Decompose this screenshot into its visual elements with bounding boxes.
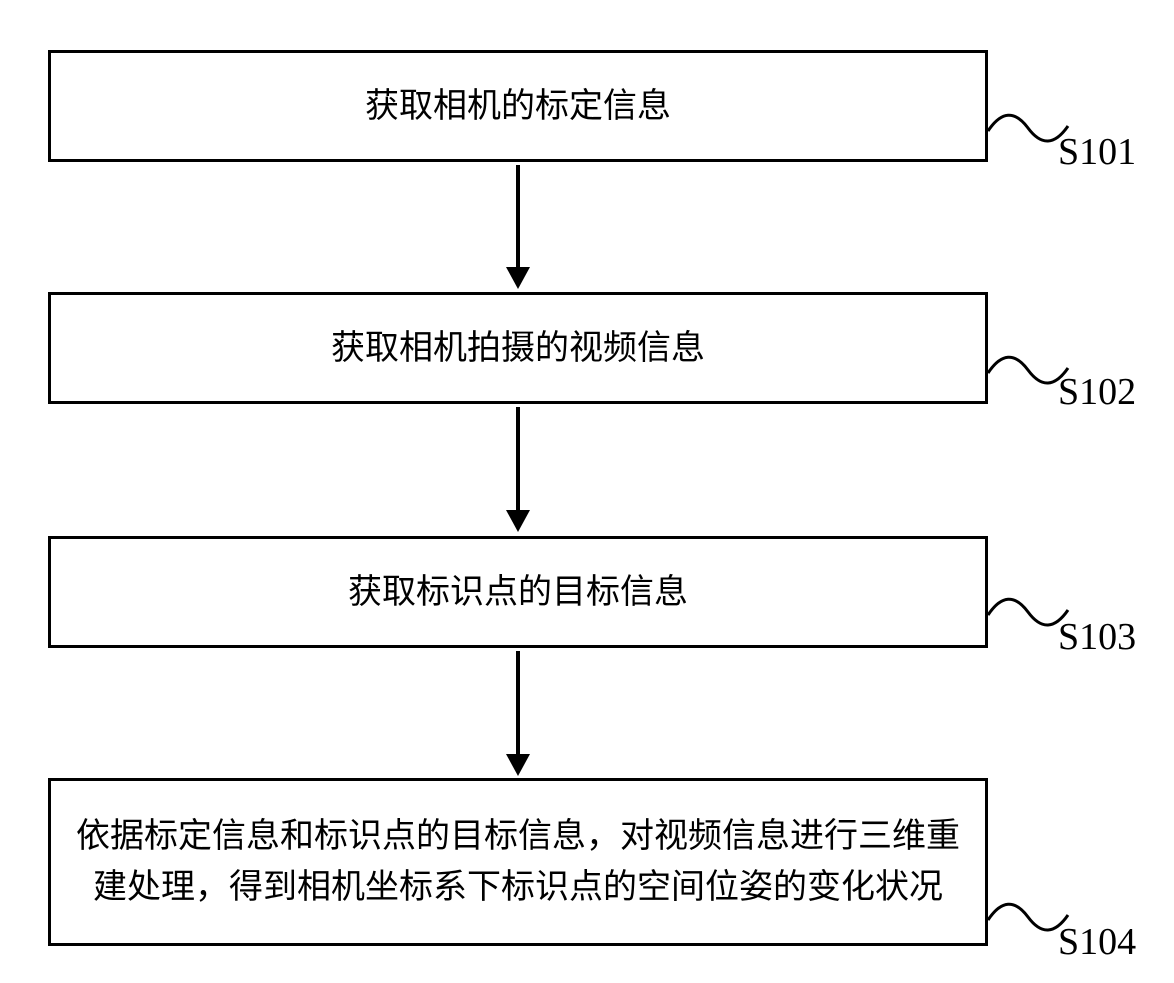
step-text: 获取相机拍摄的视频信息	[331, 323, 705, 374]
arrow-s101-s102	[516, 165, 520, 269]
arrow-head-s102-s103	[506, 510, 530, 532]
arrow-head-s103-s104	[506, 754, 530, 776]
flowchart-canvas: 获取相机的标定信息 S101 获取相机拍摄的视频信息 S102 获取标识点的目标…	[0, 0, 1174, 983]
step-box-s101: 获取相机的标定信息	[48, 50, 988, 162]
step-text: 依据标定信息和标识点的目标信息，对视频信息进行三维重建处理，得到相机坐标系下标识…	[71, 811, 965, 913]
arrow-s102-s103	[516, 407, 520, 511]
step-box-s103: 获取标识点的目标信息	[48, 536, 988, 648]
arrow-s103-s104	[516, 651, 520, 755]
arrow-head-s101-s102	[506, 267, 530, 289]
step-label-s104: S104	[1058, 920, 1136, 964]
step-label-s101: S101	[1058, 130, 1136, 174]
step-box-s102: 获取相机拍摄的视频信息	[48, 292, 988, 404]
step-text: 获取标识点的目标信息	[348, 567, 688, 618]
step-box-s104: 依据标定信息和标识点的目标信息，对视频信息进行三维重建处理，得到相机坐标系下标识…	[48, 778, 988, 946]
step-text: 获取相机的标定信息	[365, 81, 671, 132]
step-label-s102: S102	[1058, 370, 1136, 414]
step-label-s103: S103	[1058, 615, 1136, 659]
